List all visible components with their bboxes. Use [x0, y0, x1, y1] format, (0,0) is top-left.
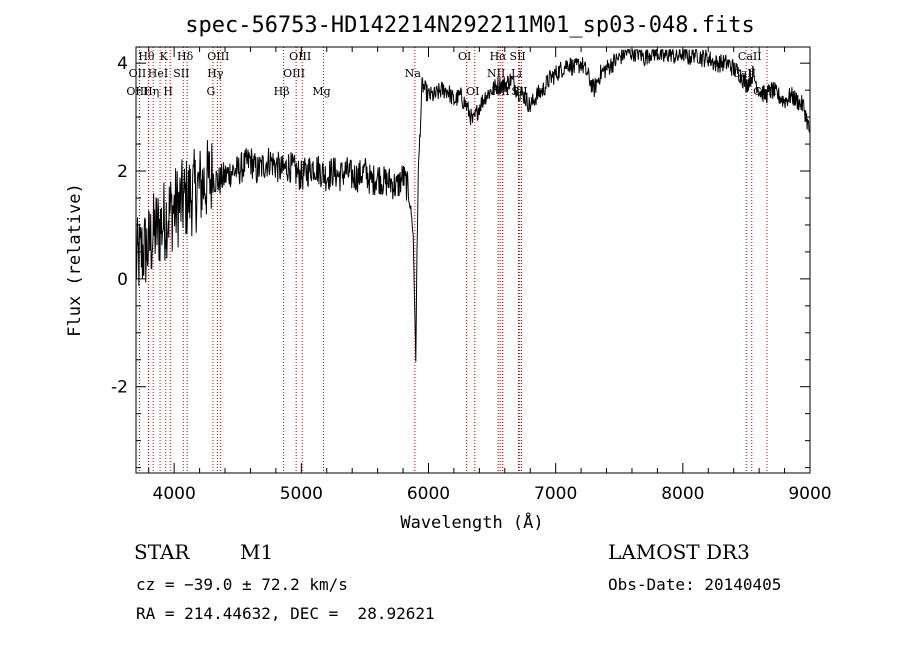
y-tick-label: 0 [117, 270, 128, 290]
spectrum-line [135, 47, 811, 362]
obs-date: Obs-Date: 20140405 [608, 575, 782, 594]
axis-ticks: 4000 5000 6000 7000 8000 9000 -2 0 2 4 [111, 47, 832, 504]
object-class: STAR [134, 540, 190, 564]
x-tick-label: 8000 [661, 484, 704, 504]
coordinates: RA = 214.44632, DEC = 28.92621 [136, 604, 435, 623]
line-marker-label: OIII [126, 85, 148, 98]
redshift-text: cz = −39.0 ± 72.2 km/s [136, 575, 348, 594]
line-marker-label: H [163, 85, 173, 98]
plot-frame [135, 46, 811, 474]
x-tick-label: 6000 [407, 484, 450, 504]
survey-name: LAMOST DR3 [608, 540, 750, 564]
line-marker-label: NII [487, 67, 505, 80]
object-subclass: M1 [240, 540, 274, 564]
line-marker-label: Na [405, 67, 422, 80]
line-marker-label: K [160, 50, 169, 63]
chart-title: spec-56753-HD142214N292211M01_sp03-048.f… [185, 13, 755, 38]
line-marker-label: Hδ [177, 50, 194, 63]
line-marker-label: CaII [738, 50, 762, 63]
x-tick-label: 7000 [534, 484, 577, 504]
x-axis-label: Wavelength (Å) [400, 511, 543, 533]
line-marker-label: HeI [148, 67, 168, 80]
y-tick-label: 4 [117, 54, 128, 74]
y-tick-label: -2 [111, 378, 128, 398]
line-marker-label: Hγ [207, 67, 224, 80]
line-marker-label: OIII [207, 50, 229, 63]
line-marker-label: OI [466, 85, 479, 98]
line-marker-label: OIII [283, 67, 305, 80]
line-marker-label: OIII [289, 50, 311, 63]
x-tick-label: 4000 [153, 484, 196, 504]
x-tick-label: 9000 [788, 484, 831, 504]
line-marker-label: Li [511, 67, 522, 80]
y-tick-label: 2 [117, 162, 128, 182]
line-marker-label: OI [458, 50, 471, 63]
line-marker-label: G [207, 85, 216, 98]
line-marker-label: Hβ [274, 85, 290, 98]
y-axis-label: Flux (relative) [65, 183, 85, 337]
x-tick-label: 5000 [280, 484, 323, 504]
line-marker-label: Hη [143, 85, 159, 98]
line-marker-label: Mg [312, 85, 330, 98]
line-marker-label: SII [510, 50, 526, 63]
line-marker-label: SII [173, 67, 189, 80]
line-marker-label: OII [129, 67, 147, 80]
line-marker-label: Hθ [138, 50, 155, 63]
